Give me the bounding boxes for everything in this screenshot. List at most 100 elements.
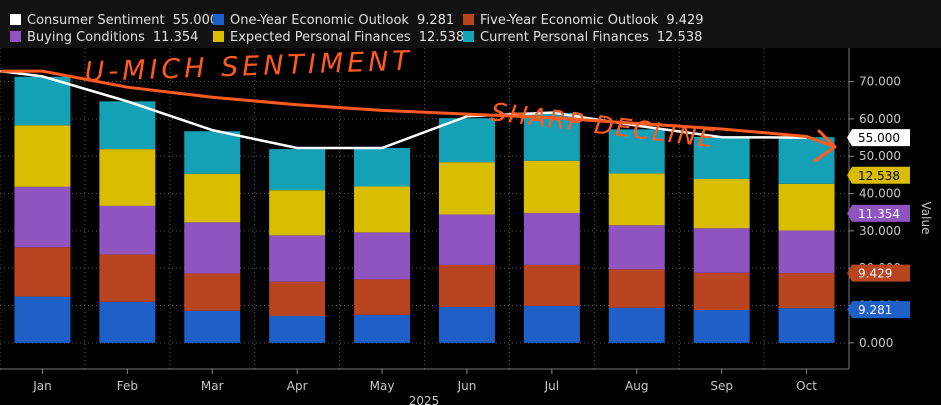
last-value-tags: 55.000 12.538 11.354 9.429 9.281 xyxy=(847,129,910,319)
legend-value: 55.000 xyxy=(172,13,219,28)
bar-aug-current-personal-finances xyxy=(608,129,665,174)
stacked-bar-chart: U-MICH SENTIMENT SHARP DECLINE 0.00010.0… xyxy=(0,48,933,405)
tag-background xyxy=(847,264,910,282)
legend-label: Expected Personal Finances xyxy=(230,30,411,45)
bar-may-expected-personal-finances xyxy=(354,186,411,233)
tag-background xyxy=(847,129,910,147)
bar-sep-current-personal-finances xyxy=(693,136,750,180)
bar-sep-five-year-economic-outlook xyxy=(693,272,750,311)
last-value-tag-buying-conditions: 11.354 xyxy=(847,204,910,222)
legend-item-one-year-outlook[interactable]: One-Year Economic Outlook 9.281 xyxy=(213,13,454,29)
ytick-label-3: 30.000 xyxy=(859,224,901,238)
bar-aug-expected-personal-finances xyxy=(608,173,665,226)
legend-label: Buying Conditions xyxy=(27,30,145,45)
chart-legend: Consumer Sentiment 55.000 One-Year Econom… xyxy=(0,0,941,48)
bar-feb-expected-personal-finances xyxy=(99,149,156,206)
bar-jul-five-year-economic-outlook xyxy=(523,264,580,306)
ytick-label-4: 40.000 xyxy=(859,187,901,201)
ytick-label-5: 50.000 xyxy=(859,149,901,163)
bar-jan-buying-conditions xyxy=(14,186,71,248)
bar-jan-current-personal-finances xyxy=(14,76,71,126)
legend-item-buying-conditions[interactable]: Buying Conditions 11.354 xyxy=(10,30,198,46)
legend-item-five-year-outlook[interactable]: Five-Year Economic Outlook 9.429 xyxy=(463,13,704,29)
xtick-label-jun: Jun xyxy=(457,379,477,393)
bar-feb-buying-conditions xyxy=(99,205,156,255)
tag-background xyxy=(847,204,910,222)
tag-label: 12.538 xyxy=(858,169,900,183)
bar-sep-buying-conditions xyxy=(693,228,750,273)
trend-annotation xyxy=(0,69,837,163)
x-tick-labels: Jan Feb Mar Apr May Jun Jul Aug Sep Oct xyxy=(32,369,817,393)
gridlines xyxy=(0,48,850,369)
legend-swatch-five-year-outlook xyxy=(463,14,474,25)
bar-apr-buying-conditions xyxy=(269,235,326,282)
legend-swatch-one-year-outlook xyxy=(213,14,224,25)
bar-mar-five-year-economic-outlook xyxy=(184,273,241,311)
bar-feb-five-year-economic-outlook xyxy=(99,254,156,302)
bar-jun-expected-personal-finances xyxy=(438,162,495,215)
bar-jan-one-year-economic-outlook xyxy=(14,296,71,343)
bar-may-current-personal-finances xyxy=(354,148,411,187)
bar-sep-expected-personal-finances xyxy=(693,179,750,229)
bar-mar-expected-personal-finances xyxy=(184,173,241,223)
bar-oct-expected-personal-finances xyxy=(778,183,835,231)
ytick-label-6: 60.000 xyxy=(859,112,901,126)
consumer-sentiment-line xyxy=(0,69,807,150)
bar-jul-current-personal-finances xyxy=(523,112,580,161)
bar-feb-current-personal-finances xyxy=(99,101,156,150)
bar-jul-expected-personal-finances xyxy=(523,160,580,213)
legend-swatch-current-personal-finances xyxy=(463,31,474,42)
bar-aug-one-year-economic-outlook xyxy=(608,307,665,343)
legend-value: 9.429 xyxy=(666,13,704,28)
bar-jul-buying-conditions xyxy=(523,212,580,265)
legend-swatch-buying-conditions xyxy=(10,31,21,42)
bar-apr-expected-personal-finances xyxy=(269,190,326,236)
xtick-label-may: May xyxy=(370,379,395,393)
legend-value: 9.281 xyxy=(416,13,455,28)
bar-apr-five-year-economic-outlook xyxy=(269,281,326,316)
tag-label: 55.000 xyxy=(858,131,900,145)
tag-label: 9.281 xyxy=(858,303,892,317)
last-value-tag-expected-personal-finances: 12.538 xyxy=(847,166,910,184)
xtick-label-jan: Jan xyxy=(32,379,52,393)
xtick-label-sep: Sep xyxy=(710,379,733,393)
tag-background xyxy=(847,166,910,184)
trend-arrow-head xyxy=(813,129,837,163)
bar-oct-current-personal-finances xyxy=(778,137,835,184)
bar-jan-five-year-economic-outlook xyxy=(14,247,71,297)
tag-background xyxy=(847,301,910,319)
bar-apr-one-year-economic-outlook xyxy=(269,315,326,343)
ytick-label-7: 70.000 xyxy=(859,75,901,89)
xtick-label-feb: Feb xyxy=(117,379,138,393)
tag-label: 9.429 xyxy=(858,267,892,281)
xtick-label-apr: Apr xyxy=(287,379,308,393)
trend-arrow-line xyxy=(0,69,837,149)
bar-jun-five-year-economic-outlook xyxy=(438,264,495,308)
bar-jun-current-personal-finances xyxy=(438,118,495,163)
bar-jan-expected-personal-finances xyxy=(14,125,71,187)
legend-item-expected-personal-finances[interactable]: Expected Personal Finances 12.538 xyxy=(213,30,464,46)
bar-feb-one-year-economic-outlook xyxy=(99,301,156,343)
legend-item-current-personal-finances[interactable]: Current Personal Finances 12.538 xyxy=(463,30,702,46)
bar-oct-buying-conditions xyxy=(778,230,835,274)
xtick-label-jul: Jul xyxy=(544,379,559,393)
legend-swatch-expected-personal-finances xyxy=(213,31,224,42)
bar-stacks xyxy=(14,76,835,343)
bar-may-buying-conditions xyxy=(354,232,411,280)
bar-aug-five-year-economic-outlook xyxy=(608,269,665,308)
legend-value: 12.538 xyxy=(656,30,703,45)
legend-item-consumer-sentiment[interactable]: Consumer Sentiment 55.000 xyxy=(10,13,218,29)
y-axis-label: Value xyxy=(919,202,933,235)
legend-value: 12.538 xyxy=(418,30,465,45)
annotation-note: SHARP DECLINE xyxy=(489,97,717,153)
xtick-label-mar: Mar xyxy=(201,379,224,393)
bar-mar-current-personal-finances xyxy=(184,131,241,174)
last-value-tag-consumer-sentiment: 55.000 xyxy=(847,129,910,147)
legend-value: 11.354 xyxy=(152,30,199,45)
xtick-label-oct: Oct xyxy=(796,379,817,393)
last-value-tag-one-year-economic-outlook: 9.281 xyxy=(847,301,910,319)
xtick-label-aug: Aug xyxy=(625,379,648,393)
last-value-tag-five-year-economic-outlook: 9.429 xyxy=(847,264,910,282)
bar-oct-five-year-economic-outlook xyxy=(778,273,835,309)
legend-swatch-consumer-sentiment xyxy=(10,14,21,25)
